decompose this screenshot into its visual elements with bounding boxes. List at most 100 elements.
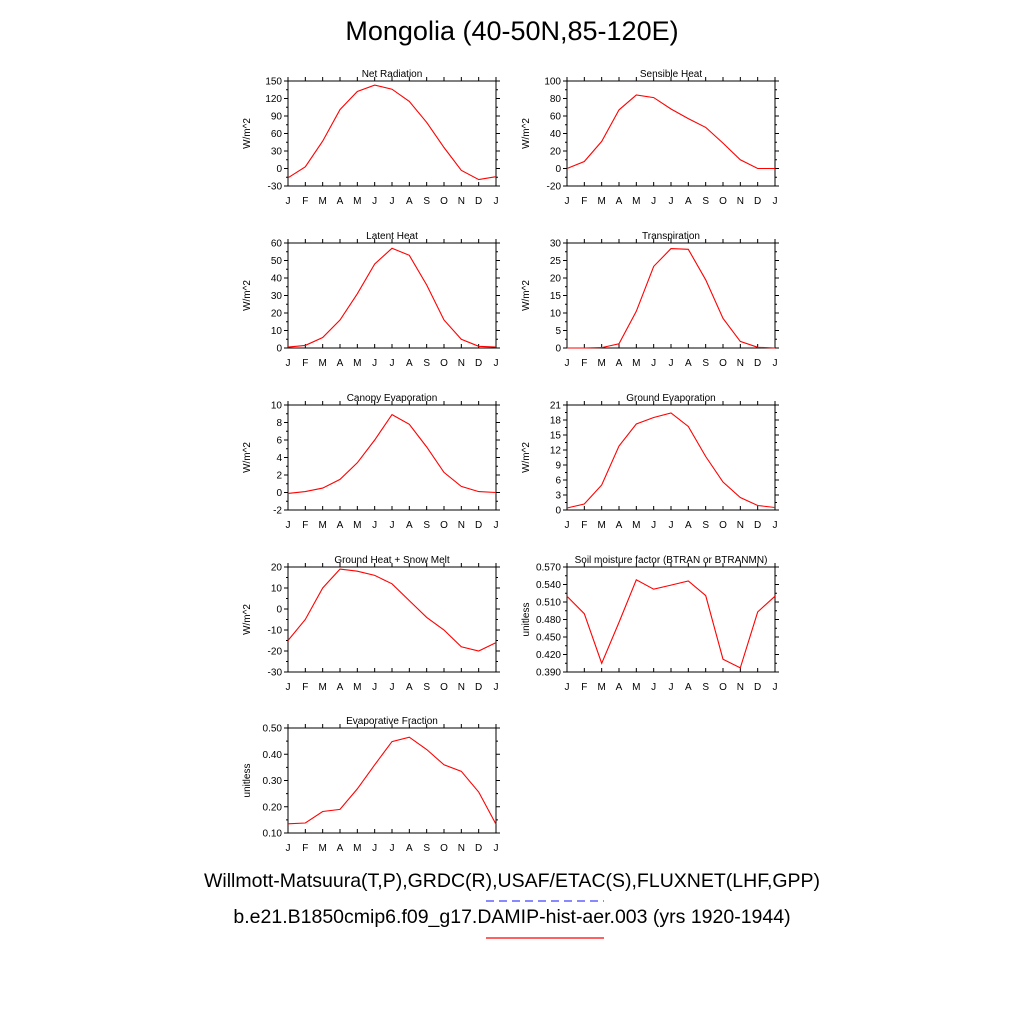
y-tick-label: 20 xyxy=(271,309,283,320)
y-tick-label: 8 xyxy=(276,418,282,429)
x-tick-label: D xyxy=(475,843,482,854)
x-tick-label: J xyxy=(494,196,499,207)
plot-frame xyxy=(287,242,497,349)
chart-title: Transpiration xyxy=(642,231,700,242)
x-tick-label: D xyxy=(754,682,761,693)
plot-frame xyxy=(566,404,776,511)
y-tick-label: 0.10 xyxy=(263,829,283,840)
y-tick-label: -2 xyxy=(273,506,282,517)
x-tick-label: A xyxy=(337,196,344,207)
x-tick-label: S xyxy=(702,358,709,369)
x-tick-label: A xyxy=(406,196,413,207)
y-tick-label: 0 xyxy=(276,605,282,616)
x-tick-label: J xyxy=(494,682,499,693)
x-tick-label: A xyxy=(406,843,413,854)
x-tick-label: S xyxy=(702,196,709,207)
y-axis-label: W/m^2 xyxy=(242,442,253,473)
x-tick-label: M xyxy=(353,520,361,531)
chart-title: Latent Heat xyxy=(366,231,418,242)
y-tick-label: 90 xyxy=(271,112,283,123)
x-tick-label: O xyxy=(719,520,727,531)
y-axis-label: W/m^2 xyxy=(521,118,532,149)
x-tick-label: M xyxy=(597,358,605,369)
y-tick-label: 50 xyxy=(271,256,283,267)
y-tick-label: 100 xyxy=(544,77,561,88)
y-tick-label: 9 xyxy=(555,461,561,472)
x-tick-label: J xyxy=(494,358,499,369)
x-tick-label: O xyxy=(440,682,448,693)
plot-frame xyxy=(566,80,776,187)
x-tick-label: N xyxy=(458,358,465,369)
x-tick-label: O xyxy=(719,196,727,207)
y-tick-label: 0.540 xyxy=(536,580,561,591)
chart-title: Ground Evaporation xyxy=(626,393,716,404)
y-tick-label: 6 xyxy=(276,436,282,447)
y-tick-label: -30 xyxy=(268,182,283,193)
chart-title: Soil moisture factor (BTRAN or BTRANMN) xyxy=(575,555,768,566)
y-tick-label: 10 xyxy=(271,326,283,337)
x-tick-label: S xyxy=(423,682,430,693)
series-line xyxy=(566,412,776,509)
x-tick-label: A xyxy=(337,358,344,369)
x-tick-label: D xyxy=(475,520,482,531)
x-tick-label: M xyxy=(597,682,605,693)
y-tick-label: 60 xyxy=(550,112,562,123)
y-tick-label: 0 xyxy=(555,344,561,355)
y-tick-label: 30 xyxy=(271,291,283,302)
plot-frame xyxy=(287,727,497,834)
y-axis-label: unitless xyxy=(242,764,253,798)
x-tick-label: J xyxy=(372,358,377,369)
legend-observations-label: Willmott-Matsuura(T,P),GRDC(R),USAF/ETAC… xyxy=(203,870,821,892)
x-tick-label: J xyxy=(494,520,499,531)
y-tick-label: 10 xyxy=(550,309,562,320)
x-tick-label: O xyxy=(719,682,727,693)
x-tick-label: J xyxy=(372,682,377,693)
x-tick-label: J xyxy=(669,196,674,207)
x-tick-label: N xyxy=(737,682,744,693)
y-tick-label: 60 xyxy=(271,239,283,250)
legend-observations-swatch xyxy=(486,900,604,902)
y-tick-label: 3 xyxy=(555,491,561,502)
x-tick-label: J xyxy=(669,358,674,369)
series-line xyxy=(287,568,497,652)
y-tick-label: 40 xyxy=(550,129,562,140)
series-line xyxy=(287,736,497,825)
chart-panel-ground-heat-snow-melt: Ground Heat + Snow Melt W/m^2 -30 -20 -10 0 10… xyxy=(242,555,500,693)
x-tick-label: F xyxy=(302,520,308,531)
y-tick-label: 0.570 xyxy=(536,563,561,574)
x-tick-label: A xyxy=(337,682,344,693)
x-tick-label: F xyxy=(581,682,587,693)
plot-frame xyxy=(287,404,497,511)
x-tick-label: J xyxy=(286,358,291,369)
y-tick-label: 30 xyxy=(271,147,283,158)
x-tick-label: D xyxy=(475,682,482,693)
chart-title: Net Radiation xyxy=(362,69,423,80)
x-tick-label: M xyxy=(318,196,326,207)
chart-title: Sensible Heat xyxy=(640,69,702,80)
y-tick-label: 60 xyxy=(271,129,283,140)
x-tick-label: S xyxy=(423,843,430,854)
x-tick-label: S xyxy=(423,358,430,369)
x-tick-label: J xyxy=(565,520,570,531)
x-tick-label: N xyxy=(458,682,465,693)
x-tick-label: A xyxy=(406,358,413,369)
plot-frame xyxy=(566,242,776,349)
x-tick-label: O xyxy=(440,196,448,207)
y-tick-label: 15 xyxy=(550,291,562,302)
x-tick-label: S xyxy=(702,682,709,693)
x-tick-label: M xyxy=(632,358,640,369)
y-tick-label: -20 xyxy=(268,647,283,658)
x-tick-label: D xyxy=(754,520,761,531)
y-tick-label: 6 xyxy=(555,476,561,487)
x-tick-label: F xyxy=(302,843,308,854)
x-tick-label: J xyxy=(651,520,656,531)
y-tick-label: 0.450 xyxy=(536,633,561,644)
x-tick-label: F xyxy=(302,196,308,207)
x-tick-label: A xyxy=(337,843,344,854)
x-tick-label: A xyxy=(685,520,692,531)
x-tick-label: J xyxy=(565,682,570,693)
y-tick-label: -30 xyxy=(268,668,283,679)
